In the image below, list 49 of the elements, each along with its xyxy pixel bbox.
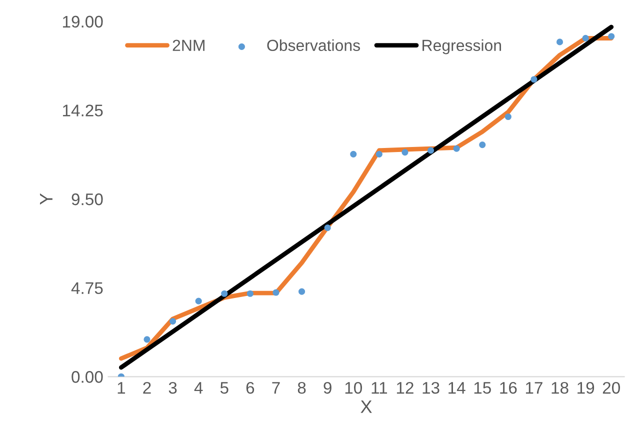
y-tick-label: 0.00 [72, 371, 103, 383]
legend-label: 2NM [172, 40, 204, 51]
x-tick-label: 13 [422, 382, 440, 394]
x-tick-label: 10 [345, 382, 362, 394]
x-tick-label: 8 [298, 382, 306, 394]
x-tick-label: 5 [220, 382, 228, 394]
point [402, 148, 408, 156]
point [582, 34, 589, 42]
x-tick-label: 2 [143, 382, 151, 394]
legend-label: Regression [422, 39, 502, 54]
x-tick-label: 7 [272, 382, 280, 394]
x-tick-label: 16 [500, 382, 517, 394]
y-axis-title: Y [40, 193, 52, 205]
x-tick-label: 20 [602, 382, 620, 394]
point [530, 76, 538, 83]
y-tick-label: 14.25 [62, 104, 103, 116]
point [504, 113, 512, 120]
point [144, 336, 150, 343]
point [272, 289, 280, 296]
x-tick-label: 6 [246, 382, 254, 394]
x-axis-title: X [360, 400, 372, 413]
x-tick-label: 15 [474, 382, 491, 394]
y-tick-label: 4.75 [71, 282, 103, 294]
point [479, 142, 486, 148]
point [221, 290, 228, 297]
y-tick-label: 9.50 [72, 193, 103, 206]
x-tick-label: 14 [448, 382, 466, 394]
point [376, 150, 382, 158]
point [453, 145, 460, 152]
legend-label: Observations [267, 39, 360, 52]
point [195, 298, 202, 304]
x-tick-label: 9 [324, 382, 332, 394]
point [324, 224, 331, 232]
x-tick-label: 11 [372, 382, 388, 394]
x-tick-label: 18 [552, 382, 568, 394]
x-tick-label: 19 [578, 382, 594, 394]
x-tick-label: 17 [526, 382, 542, 394]
point [298, 288, 306, 295]
x-tick-label: 4 [194, 382, 203, 394]
point [556, 38, 564, 46]
point [608, 33, 615, 40]
y-tick-label: 19.00 [62, 16, 103, 28]
point [246, 290, 254, 297]
point [169, 318, 176, 325]
point [350, 150, 357, 158]
x-tick-label: 12 [396, 382, 414, 394]
x-tick-label: 1 [118, 382, 126, 394]
x-tick-label: 3 [168, 382, 177, 394]
point [427, 147, 434, 154]
